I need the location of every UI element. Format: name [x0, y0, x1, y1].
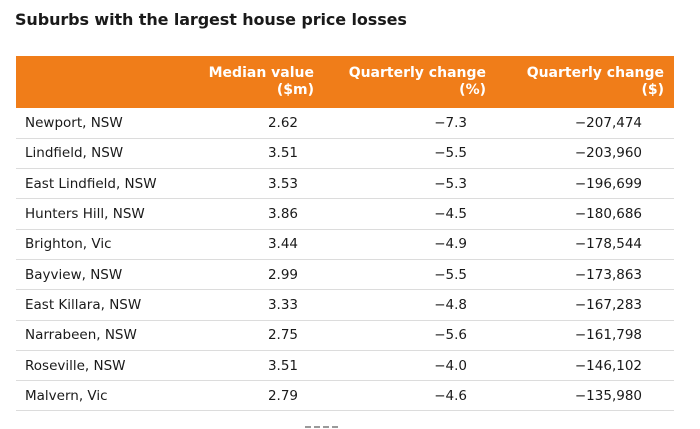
cell-median: 3.53: [267, 175, 298, 192]
header-suburb: [16, 56, 176, 108]
cell-suburb: Brighton, Vic: [25, 236, 112, 253]
cell-quarterly-pct: −4.5: [434, 206, 467, 223]
header-quarterly-change-pct: Quarterly change (%): [326, 56, 496, 108]
table-header-row: Median value ($m) Quarterly change (%) Q…: [16, 56, 674, 108]
cell-suburb: Narrabeen, NSW: [25, 327, 137, 344]
header-qpct-line2: (%): [459, 82, 486, 98]
cell-suburb: Bayview, NSW: [25, 266, 123, 283]
cell-median: 3.51: [267, 357, 298, 374]
table-row: Malvern, Vic 2.79 −4.6 −135,980: [16, 381, 674, 411]
cell-quarterly-dollar: −203,960: [574, 145, 642, 162]
source-text-fragment: [305, 424, 365, 429]
header-qpct-line1: Quarterly change: [348, 65, 486, 81]
cell-quarterly-pct: −5.5: [434, 145, 467, 162]
text-fragment-mark: [323, 426, 329, 428]
cell-median: 3.44: [267, 236, 298, 253]
table-row: East Killara, NSW 3.33 −4.8 −167,283: [16, 290, 674, 321]
cell-quarterly-pct: −4.8: [434, 296, 467, 313]
cell-suburb: East Lindfield, NSW: [25, 175, 157, 192]
cell-median: 3.51: [267, 145, 298, 162]
text-fragment-mark: [314, 426, 320, 428]
cell-quarterly-pct: −5.5: [434, 266, 467, 283]
cell-suburb: East Killara, NSW: [25, 296, 142, 313]
header-qdollar-line2: ($): [641, 82, 664, 98]
cell-quarterly-dollar: −146,102: [574, 357, 642, 374]
data-table: Median value ($m) Quarterly change (%) Q…: [16, 56, 674, 411]
cell-quarterly-pct: −7.3: [434, 114, 467, 131]
table-row: Hunters Hill, NSW 3.86 −4.5 −180,686: [16, 199, 674, 230]
cell-quarterly-dollar: −178,544: [574, 236, 642, 253]
cell-quarterly-dollar: −207,474: [574, 114, 642, 131]
cell-median: 2.75: [267, 327, 298, 344]
table-row: Bayview, NSW 2.99 −5.5 −173,863: [16, 259, 674, 290]
header-median-value: Median value ($m): [176, 56, 326, 108]
cell-quarterly-dollar: −173,863: [574, 266, 642, 283]
table-row: East Lindfield, NSW 3.53 −5.3 −196,699: [16, 169, 674, 199]
cell-suburb: Lindfield, NSW: [25, 145, 124, 162]
table-row: Roseville, NSW 3.51 −4.0 −146,102: [16, 350, 674, 381]
cell-median: 3.86: [267, 206, 298, 223]
cell-median: 2.99: [267, 266, 298, 283]
cell-quarterly-dollar: −161,798: [574, 327, 642, 344]
header-quarterly-change-dollar: Quarterly change ($): [496, 56, 674, 108]
table-row: Lindfield, NSW 3.51 −5.5 −203,960: [16, 138, 674, 169]
cell-quarterly-dollar: −196,699: [574, 175, 642, 192]
cell-quarterly-pct: −5.6: [434, 327, 467, 344]
cell-quarterly-pct: −4.9: [434, 236, 467, 253]
cell-suburb: Newport, NSW: [25, 114, 123, 131]
text-fragment-mark: [305, 426, 311, 428]
cell-suburb: Malvern, Vic: [25, 387, 108, 404]
header-median-line1: Median value: [208, 65, 314, 81]
header-qdollar-line1: Quarterly change: [526, 65, 664, 81]
cell-median: 3.33: [267, 296, 298, 313]
table-row: Newport, NSW 2.62 −7.3 −207,474: [16, 108, 674, 139]
cell-quarterly-dollar: −167,283: [574, 296, 642, 313]
cell-suburb: Hunters Hill, NSW: [25, 206, 145, 223]
cell-quarterly-pct: −4.6: [434, 387, 467, 404]
cell-median: 2.79: [267, 387, 298, 404]
table-row: Narrabeen, NSW 2.75 −5.6 −161,798: [16, 320, 674, 351]
chart-title: Suburbs with the largest house price los…: [15, 10, 407, 29]
cell-quarterly-pct: −4.0: [434, 357, 467, 374]
cell-quarterly-dollar: −180,686: [574, 206, 642, 223]
header-median-line2: ($m): [276, 82, 314, 98]
cell-suburb: Roseville, NSW: [25, 357, 126, 374]
text-fragment-mark: [332, 426, 338, 428]
table-body: Newport, NSW 2.62 −7.3 −207,474 Lindfiel…: [16, 108, 674, 411]
cell-quarterly-pct: −5.3: [434, 175, 467, 192]
cell-quarterly-dollar: −135,980: [574, 387, 642, 404]
table-row: Brighton, Vic 3.44 −4.9 −178,544: [16, 229, 674, 260]
cell-median: 2.62: [267, 114, 298, 131]
